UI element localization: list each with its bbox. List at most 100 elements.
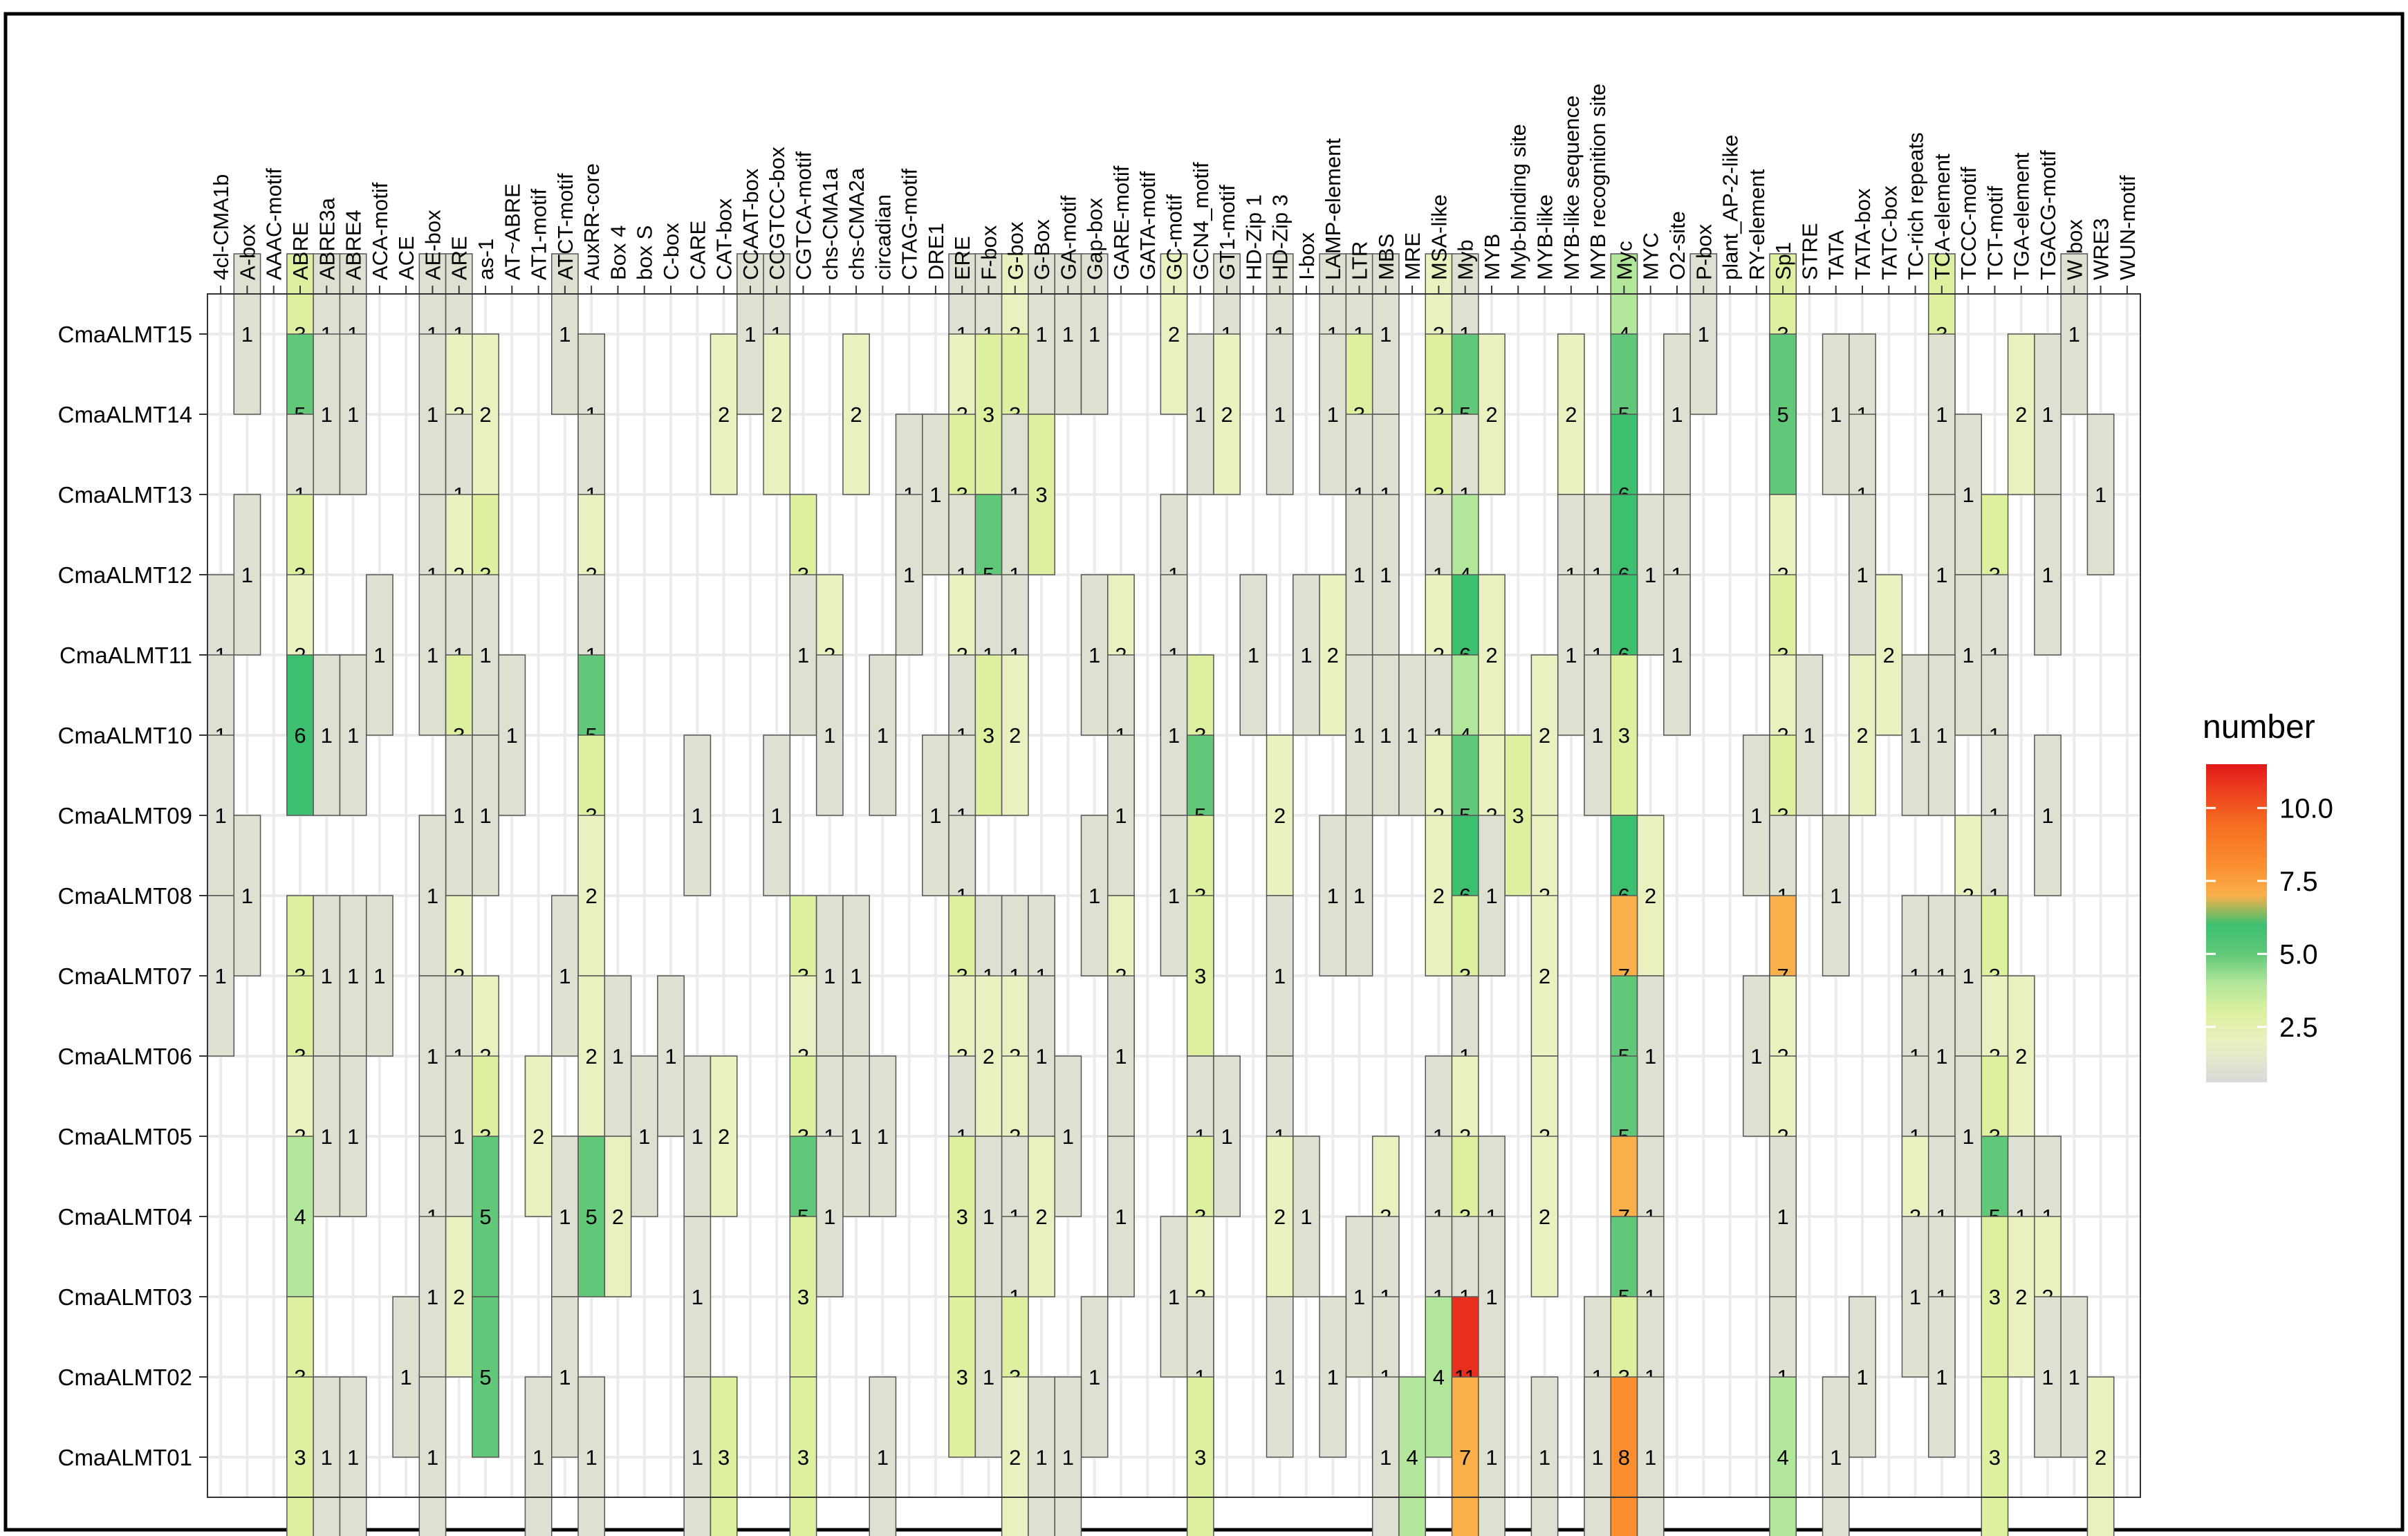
cell-value-label: 1 (612, 1044, 624, 1068)
cell-value-label: 1 (586, 1445, 598, 1470)
legend-tick-label: 7.5 (2279, 867, 2318, 897)
row-label: CmaALMT14 (58, 402, 192, 427)
heatmap-cell (233, 253, 261, 415)
column-label: TGA-element (2010, 152, 2034, 280)
cell-value-label: 1 (1591, 1445, 1603, 1470)
column-label: TC-rich repeats (1904, 132, 1928, 280)
cell-value-label: 1 (321, 723, 333, 748)
cell-value-label: 1 (373, 964, 385, 988)
heatmap-cell (922, 734, 950, 896)
cell-value-label: 1 (1353, 563, 1365, 587)
heatmap-cell (763, 734, 791, 896)
heatmap-cell (550, 253, 579, 415)
heatmap-cell (1080, 815, 1109, 977)
heatmap-cell (1054, 1376, 1082, 1536)
heatmap-cell (815, 654, 844, 816)
column-label: ABRE4 (342, 210, 366, 280)
cell-value-label: 1 (532, 1445, 544, 1470)
cell-value-label: 1 (2068, 1365, 2080, 1389)
column-label: Myb-binding site (1506, 124, 1530, 280)
legend-tick-label: 5.0 (2279, 939, 2318, 970)
heatmap-cell (683, 1055, 712, 1217)
legend-colorbar (2206, 764, 2267, 1082)
heatmap-cell (1954, 1055, 1983, 1217)
cell-value-label: 3 (1194, 1445, 1206, 1470)
heatmap-cell (1293, 574, 1320, 736)
heatmap-cell (1371, 1376, 1400, 1536)
heatmap-cell (1530, 1376, 1559, 1536)
cell-value-label: 1 (1963, 1125, 1974, 1149)
cell-value-label: 1 (929, 483, 941, 507)
cell-value-label: 1 (1115, 1205, 1127, 1229)
cell-value-label: 1 (1168, 884, 1180, 908)
heatmap-cell (418, 1216, 447, 1378)
heatmap-cell (524, 1055, 553, 1217)
cell-value-label: 1 (1168, 1285, 1180, 1309)
heatmap-cell (472, 333, 499, 495)
column-label: ATCT-motif (553, 173, 577, 280)
cell-value-label: 1 (321, 402, 333, 427)
heatmap-cell (418, 1376, 447, 1536)
cell-value-label: 1 (850, 1125, 862, 1149)
cell-value-label: 1 (1089, 884, 1100, 908)
cell-value-label: 1 (692, 804, 703, 828)
cell-value-label: 2 (1221, 402, 1232, 427)
heatmap-cell (1107, 975, 1135, 1137)
legend-tick-label: 10.0 (2279, 793, 2333, 824)
cell-value-label: 1 (427, 402, 438, 427)
cell-value-label: 3 (1989, 1285, 2001, 1309)
heatmap-cell (472, 734, 499, 896)
cell-value-label: 1 (559, 964, 571, 988)
cell-value-label: 1 (1274, 402, 1286, 427)
cell-value-label: 1 (1327, 884, 1339, 908)
cell-value-label: 2 (1327, 643, 1339, 667)
legend-tick-label: 2.5 (2279, 1012, 2318, 1043)
heatmap-cell (842, 1055, 870, 1217)
heatmap-cell (577, 1376, 606, 1536)
cell-value-label: 2 (532, 1125, 544, 1149)
heatmap-cell (869, 1055, 897, 1217)
column-label: CAT-box (712, 198, 737, 280)
heatmap-cell (1742, 734, 1770, 896)
heatmap-cell (445, 734, 473, 896)
cell-value-label: 1 (1485, 1285, 1497, 1309)
cell-value-label: 1 (850, 964, 862, 988)
heatmap-cell (1901, 1216, 1929, 1378)
heatmap-cell (1213, 1055, 1241, 1217)
cell-value-label: 1 (347, 1125, 359, 1149)
cell-value-label: 1 (929, 804, 941, 828)
heatmap-cell (550, 895, 579, 1057)
cell-value-label: 2 (586, 1044, 598, 1068)
cell-value-label: 2 (1485, 643, 1497, 667)
column-label: LTR (1348, 241, 1372, 280)
heatmap-cell (1636, 975, 1665, 1137)
column-label: CCAAT-box (739, 168, 763, 280)
cell-value-label: 1 (824, 964, 835, 988)
cell-value-label: 2 (1274, 804, 1286, 828)
heatmap-cell (1028, 1136, 1055, 1297)
column-label: O2-site (1665, 211, 1689, 280)
heatmap-cell (1636, 1376, 1665, 1536)
heatmap-cell (339, 333, 367, 495)
column-label: A-box (235, 224, 259, 280)
cell-value-label: 1 (1963, 643, 1974, 667)
heatmap-cell (710, 333, 738, 495)
heatmap-cell (1186, 1376, 1214, 1536)
cell-value-label: 1 (321, 1125, 333, 1149)
cell-value-label: 1 (771, 804, 783, 828)
cell-value-label: 7 (1459, 1445, 1471, 1470)
cell-value-label: 1 (1380, 563, 1391, 587)
heatmap-cell (1371, 494, 1400, 656)
heatmap-cell (1345, 815, 1373, 977)
cell-value-label: 3 (983, 723, 994, 748)
cell-value-label: 1 (2068, 322, 2080, 346)
heatmap-cell (313, 895, 341, 1057)
heatmap-cell (2034, 494, 2062, 656)
heatmap-cell (524, 1376, 553, 1536)
heatmap-cell (286, 1136, 314, 1297)
column-label: C-box (659, 223, 683, 280)
row-label: CmaALMT08 (58, 883, 192, 909)
cell-value-label: 1 (1274, 1365, 1286, 1389)
cell-value-label: 1 (1856, 1365, 1868, 1389)
heatmap-cell (948, 1296, 976, 1458)
